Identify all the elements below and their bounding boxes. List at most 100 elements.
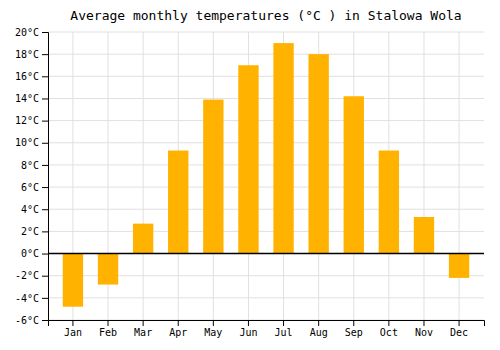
x-tick-label: Jan [64, 327, 82, 338]
x-tick-label: May [204, 327, 222, 338]
x-tick-mark [388, 320, 389, 326]
bar [273, 43, 293, 253]
title: Average monthly temperatures (°C ) in St… [70, 8, 461, 23]
x-tick-label: Nov [415, 327, 433, 338]
x-tick: May [204, 320, 222, 338]
y-tick: -4°C [15, 293, 48, 304]
y-tick-label: -2°C [15, 270, 39, 281]
y-grid-line [48, 76, 484, 77]
x-tick-mark [178, 320, 179, 326]
y-tick-mark [42, 320, 48, 321]
y-tick-mark [42, 298, 48, 299]
bar [133, 224, 153, 254]
y-tick-mark [42, 276, 48, 277]
y-grid-line [48, 54, 484, 55]
grid [48, 32, 484, 320]
x-tick-label: Dec [450, 327, 468, 338]
x-tick: Oct [380, 320, 398, 338]
bar [203, 100, 223, 254]
x-tick-mark [459, 320, 460, 326]
bar [168, 151, 188, 254]
x-tick-mark [143, 320, 144, 326]
y-axis: -6°C -4°C -2°C 0°C 2°C 4°C 6°C 8°C 10°C 12°C 14°C 1… [15, 27, 49, 326]
y-tick-mark [42, 54, 48, 55]
y-tick-label: 20°C [15, 27, 39, 38]
y-tick-mark [42, 209, 48, 210]
x-tick: Nov [415, 320, 433, 338]
y-tick: 14°C [15, 93, 48, 104]
y-tick: 0°C [21, 248, 48, 259]
y-tick: 8°C [21, 160, 48, 171]
y-tick-label: 6°C [21, 182, 39, 193]
x-tick: Jan [64, 320, 82, 338]
y-tick-mark [42, 32, 48, 33]
x-tick: Jun [239, 320, 257, 338]
y-tick-mark [42, 187, 48, 188]
y-tick: 4°C [21, 204, 48, 215]
x-axis: Jan Feb Mar Apr May Jun Jul Aug Sep Oct Nov Dec [49, 320, 485, 338]
chart: -6°C -4°C -2°C 0°C 2°C 4°C 6°C 8°C 10°C 12°C 14°C 1… [0, 0, 500, 350]
y-tick: -2°C [15, 270, 48, 281]
plot: -6°C -4°C -2°C 0°C 2°C 4°C 6°C 8°C 10°C 12°C 14°C 1… [15, 27, 485, 338]
x-tick-mark [423, 320, 424, 326]
x-tick: Mar [134, 320, 152, 338]
y-tick-mark [42, 231, 48, 232]
y-tick: -6°C [15, 315, 48, 326]
y-grid-line [48, 297, 484, 298]
x-tick-mark [318, 320, 319, 326]
x-tick-label: Apr [169, 327, 187, 338]
y-tick: 20°C [15, 27, 48, 38]
y-tick-mark [42, 165, 48, 166]
bar [344, 96, 364, 253]
y-axis-line [42, 33, 49, 321]
x-tick: Apr [169, 320, 187, 338]
x-tick-label: Feb [99, 327, 117, 338]
x-tick-label: Aug [310, 327, 328, 338]
bar [238, 65, 258, 253]
x-tick-label: Sep [345, 327, 363, 338]
y-tick: 10°C [15, 137, 48, 148]
y-tick-mark [42, 121, 48, 122]
y-tick-label: 10°C [15, 137, 39, 148]
x-axis-line [49, 321, 485, 327]
y-tick: 18°C [15, 49, 48, 60]
bar [379, 151, 399, 254]
y-tick-label: 0°C [21, 248, 39, 259]
x-tick: Feb [99, 320, 117, 338]
y-tick: 6°C [21, 182, 48, 193]
x-tick: Sep [345, 320, 363, 338]
y-grid-line [48, 142, 484, 143]
x-grid-line [423, 32, 424, 320]
y-grid-line [48, 164, 484, 165]
x-tick: Dec [450, 320, 468, 338]
y-tick-label: 18°C [15, 49, 39, 60]
y-grid-line [48, 120, 484, 121]
x-tick-mark [353, 320, 354, 326]
y-tick-mark [42, 143, 48, 144]
bars [63, 43, 470, 307]
y-tick-label: 16°C [15, 71, 39, 82]
x-tick: Aug [310, 320, 328, 338]
zero-line [48, 253, 484, 255]
y-tick-label: 2°C [21, 226, 39, 237]
x-tick-label: Mar [134, 327, 152, 338]
y-grid-line [48, 209, 484, 210]
bar [308, 54, 328, 253]
x-tick-mark [213, 320, 214, 326]
y-tick-label: 14°C [15, 93, 39, 104]
y-tick-label: -4°C [15, 293, 39, 304]
bar [63, 254, 83, 307]
y-tick-mark [42, 254, 48, 255]
x-tick-mark [72, 320, 73, 326]
bar [414, 217, 434, 254]
y-tick: 16°C [15, 71, 48, 82]
y-grid-line [48, 253, 484, 254]
x-tick-mark [248, 320, 249, 326]
x-tick-label: Jul [275, 327, 293, 338]
x-tick-label: Oct [380, 327, 398, 338]
y-tick-label: 12°C [15, 115, 39, 126]
y-tick-label: 4°C [21, 204, 39, 215]
x-tick-mark [108, 320, 109, 326]
bar [98, 254, 118, 285]
y-grid-line [48, 98, 484, 99]
